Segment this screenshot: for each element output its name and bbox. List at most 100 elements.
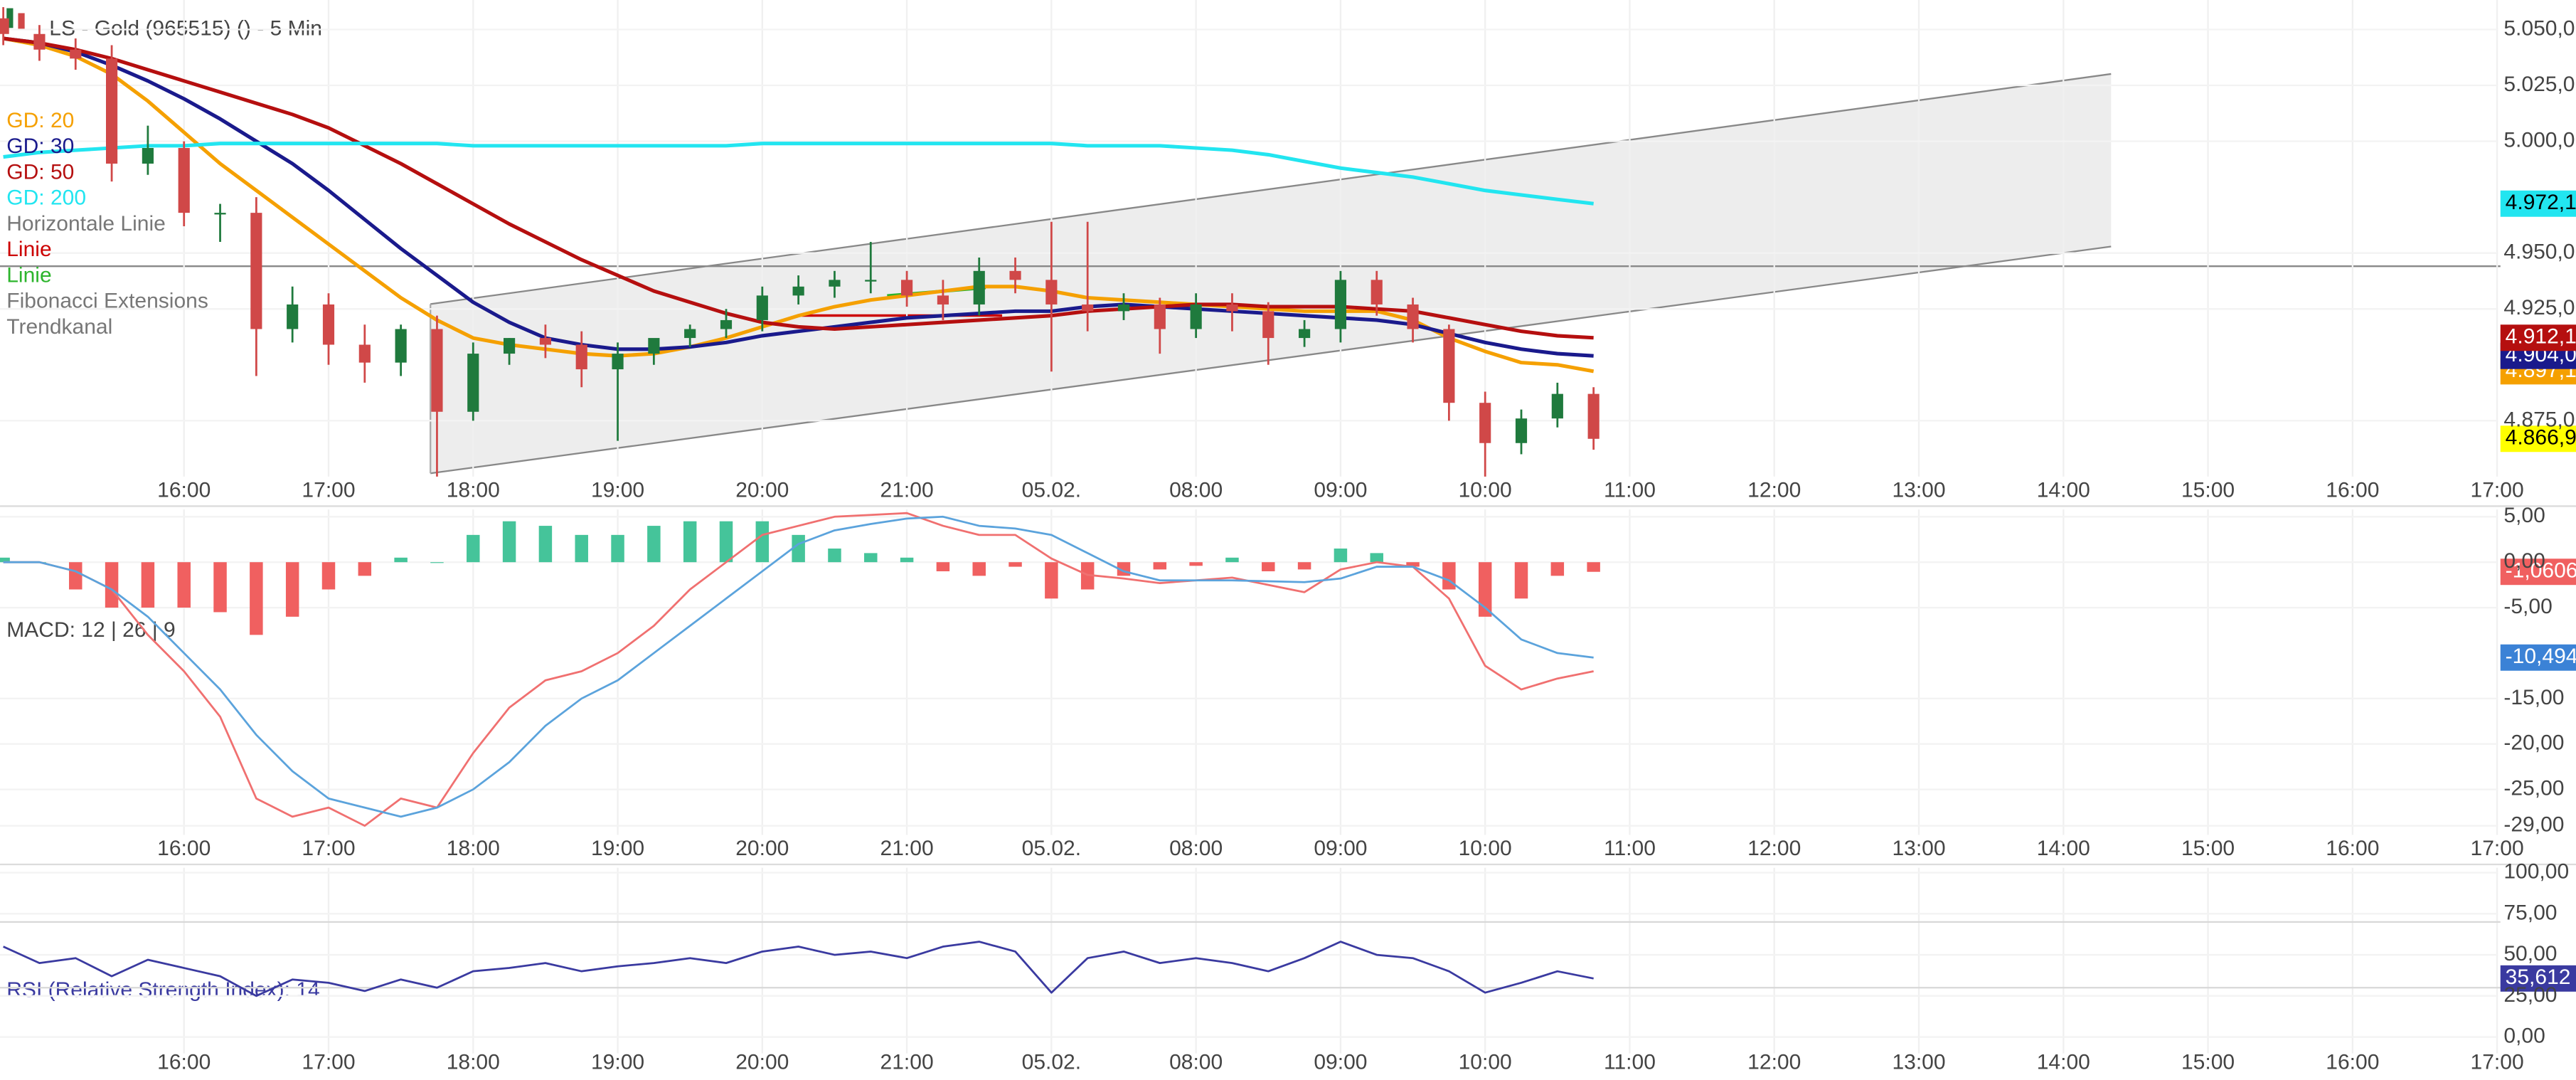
candle-body — [720, 319, 733, 329]
candle-body — [539, 338, 551, 345]
x-tick-label: 18:00 — [447, 1050, 500, 1074]
histogram-bar — [1262, 562, 1275, 571]
x-tick-label: 20:00 — [735, 837, 789, 860]
histogram-bar — [502, 521, 516, 563]
candle-body — [612, 354, 624, 370]
candle-body — [0, 18, 9, 34]
candle-body — [214, 213, 226, 215]
histogram-bar — [828, 549, 841, 563]
trend-channel-lower — [430, 245, 2112, 475]
chart-icon — [18, 13, 25, 30]
price-tag-label: -1,0606 — [2506, 559, 2576, 583]
y-tick-label: -15,00 — [2503, 686, 2564, 709]
legend-entry: GD: 50 — [6, 160, 74, 184]
histogram-bar — [538, 526, 553, 563]
histogram-bar — [177, 562, 191, 608]
x-tick-label: 16:00 — [2326, 1050, 2379, 1074]
y-tick-label: -5,00 — [2503, 595, 2552, 618]
candle-body — [178, 148, 190, 213]
x-tick-label: 17:00 — [2471, 479, 2524, 502]
candle-body — [322, 304, 335, 345]
price-tag-label: 4.912,1 — [2506, 325, 2576, 349]
moving-average — [3, 142, 1594, 206]
x-tick-label: 20:00 — [735, 479, 789, 502]
price-tag-label: -10,494 — [2506, 645, 2576, 668]
candle-body — [358, 344, 371, 363]
x-tick-label: 11:00 — [1604, 837, 1656, 860]
macd-title: MACD: 12 | 26 | 9 — [6, 618, 175, 642]
candle-body — [395, 329, 407, 363]
candle-body — [1117, 304, 1130, 312]
candle-body — [105, 58, 118, 164]
candle-body — [829, 280, 841, 287]
y-tick-label: 5.000,0 — [2503, 129, 2575, 152]
histogram-bar — [864, 553, 878, 563]
grid — [0, 0, 2501, 1054]
candle-body — [1299, 329, 1311, 339]
x-tick-label: 18:00 — [447, 837, 500, 860]
trend-channel-fill — [430, 73, 2112, 474]
histogram-bar — [285, 562, 299, 617]
price-tag-label: 4.866,9 — [2506, 426, 2576, 450]
candle-body — [756, 295, 768, 320]
legend-entry: Trendkanal — [6, 315, 112, 339]
histogram-bar — [1370, 553, 1383, 563]
x-tick-label: 15:00 — [2181, 837, 2235, 860]
price-tag-label: 35,612 — [2506, 965, 2571, 989]
y-tick-label: 4.925,0 — [2503, 296, 2575, 319]
histogram-bar — [394, 557, 408, 563]
candle-body — [1154, 304, 1166, 329]
candle-body — [1371, 280, 1383, 305]
candle-body — [1479, 403, 1491, 443]
moving-average — [3, 36, 1594, 340]
histogram-bar — [69, 562, 83, 590]
moving-average — [3, 36, 1595, 374]
histogram-bar — [575, 534, 588, 563]
x-tick-label: 05.02. — [1022, 837, 1081, 860]
x-tick-label: 16:00 — [157, 837, 211, 860]
candle-body — [1262, 311, 1274, 339]
x-tick-label: 11:00 — [1604, 1050, 1656, 1074]
histogram-bar — [250, 562, 263, 635]
histogram-bar — [0, 557, 10, 563]
candle-body — [431, 329, 443, 412]
candle-body — [70, 49, 82, 59]
x-tick-label: 10:00 — [1459, 479, 1512, 502]
x-tick-label: 21:00 — [880, 837, 934, 860]
y-tick-label: 5.050,0 — [2503, 16, 2575, 40]
candle-body — [1334, 280, 1347, 329]
candle-body — [33, 33, 46, 50]
histogram-bar — [1514, 562, 1528, 599]
histogram-bar — [1008, 562, 1022, 567]
histogram-bar — [358, 562, 372, 576]
candle-body — [937, 295, 949, 305]
candle-body — [1045, 280, 1058, 305]
y-tick-label: -20,00 — [2503, 731, 2564, 755]
candle-body — [792, 286, 804, 296]
histogram-bar — [1189, 562, 1203, 566]
y-tick-label: 4.875,0 — [2503, 408, 2575, 431]
histogram-bar — [611, 534, 624, 563]
y-tick-label: 50,00 — [2503, 942, 2557, 965]
x-tick-label: 21:00 — [880, 1050, 934, 1074]
candle-body — [1551, 393, 1563, 419]
x-tick-label: 09:00 — [1314, 1050, 1367, 1074]
histogram-bar — [972, 562, 986, 576]
histogram-bar — [1045, 562, 1058, 599]
price-tag — [2500, 558, 2576, 586]
x-tick-label: 12:00 — [1747, 1050, 1801, 1074]
candle-body — [1587, 393, 1600, 439]
rsi-title: RSI (Relative Strength Index): 14 — [6, 978, 319, 1002]
histogram-bar — [647, 526, 661, 563]
x-tick-label: 05.02. — [1022, 479, 1081, 502]
x-tick-label: 21:00 — [880, 479, 934, 502]
x-tick-label: 17:00 — [302, 837, 355, 860]
candle-body — [142, 148, 154, 164]
candle-body — [575, 344, 587, 370]
candle-body — [684, 329, 696, 339]
histogram-bar — [1587, 562, 1600, 572]
macd-line — [3, 512, 1594, 827]
x-tick-label: 19:00 — [591, 1050, 644, 1074]
